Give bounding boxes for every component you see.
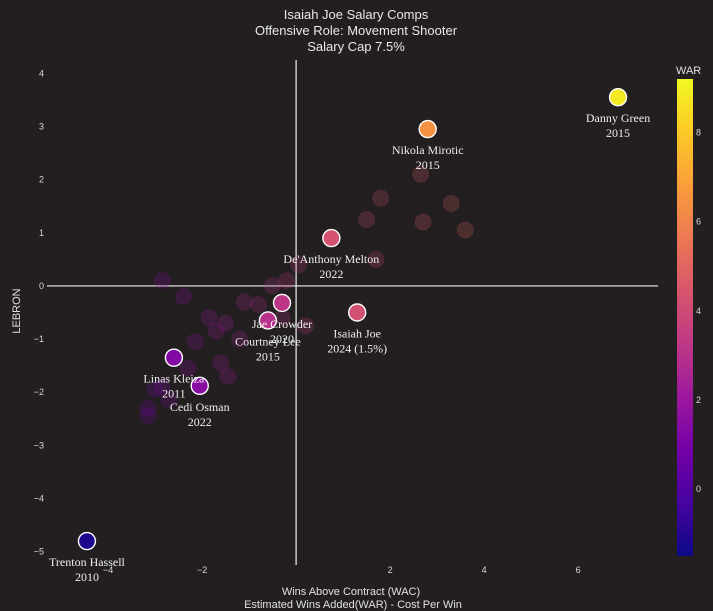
y-tick-label: 3 bbox=[39, 121, 44, 131]
x-tick-label: −2 bbox=[197, 565, 207, 575]
background-point bbox=[414, 213, 432, 231]
background-point bbox=[139, 407, 157, 425]
background-point bbox=[264, 277, 282, 295]
x-tick-label: −4 bbox=[103, 565, 113, 575]
colorbar-ticks: 0 2 4 6 8 bbox=[696, 127, 701, 494]
background-point bbox=[217, 314, 235, 332]
point-label-name: Isaiah Joe bbox=[333, 327, 381, 341]
chart-title-line-2: Offensive Role: Movement Shooter bbox=[255, 23, 458, 38]
background-point bbox=[207, 322, 225, 340]
comp-point[interactable] bbox=[348, 303, 367, 322]
y-tick-label: −2 bbox=[34, 387, 44, 397]
colorbar: WAR 0 2 4 6 8 bbox=[676, 65, 701, 556]
background-point bbox=[160, 391, 178, 409]
x-tick-label: 2 bbox=[388, 565, 393, 575]
colorbar-tick-label: 8 bbox=[696, 127, 701, 137]
y-tick-label: −1 bbox=[34, 334, 44, 344]
point-label-name: Trenton Hassell bbox=[49, 555, 126, 569]
x-axis-title: Wins Above Contract (WAC) Estimated Wins… bbox=[244, 586, 462, 611]
comp-point[interactable] bbox=[258, 311, 278, 330]
background-point bbox=[139, 399, 157, 417]
comp-point[interactable] bbox=[418, 119, 437, 139]
background-point bbox=[358, 210, 376, 228]
background-point bbox=[219, 367, 237, 385]
colorbar-tick-label: 2 bbox=[696, 395, 701, 405]
point-label-year: 2020 bbox=[270, 332, 294, 346]
chart-title-line-3: Salary Cap 7.5% bbox=[307, 39, 405, 54]
y-tick-label: 4 bbox=[39, 68, 44, 78]
point-label-name: Courtney Lee bbox=[235, 334, 301, 348]
x-tick-label: 6 bbox=[576, 565, 581, 575]
point-label-year: 2015 bbox=[416, 158, 440, 172]
comp-point[interactable] bbox=[322, 228, 341, 248]
y-tick-label: −5 bbox=[34, 547, 44, 557]
x-axis-title-line-1: Wins Above Contract (WAC) bbox=[282, 586, 420, 598]
y-tick-label: 1 bbox=[39, 228, 44, 238]
background-point bbox=[235, 293, 253, 311]
background-point bbox=[456, 221, 474, 239]
y-tick-label: −3 bbox=[34, 440, 44, 450]
background-point bbox=[179, 359, 197, 377]
background-point bbox=[250, 296, 267, 314]
point-label-year: 2015 bbox=[606, 126, 630, 140]
y-tick-label: 0 bbox=[39, 281, 44, 291]
chart-title-line-1: Isaiah Joe Salary Comps bbox=[284, 7, 429, 22]
labeled-points bbox=[77, 88, 628, 551]
colorbar-tick-label: 4 bbox=[696, 306, 701, 316]
x-axis-ticks: −4 −2 2 4 6 bbox=[103, 565, 581, 575]
background-points bbox=[139, 165, 474, 425]
background-point bbox=[442, 195, 460, 213]
background-point bbox=[278, 272, 296, 290]
background-point bbox=[231, 330, 249, 348]
x-axis-title-line-2: Estimated Wins Added(WAR) - Cost Per Win bbox=[244, 599, 462, 611]
y-tick-label: 2 bbox=[39, 175, 44, 185]
comp-point[interactable] bbox=[190, 376, 209, 396]
colorbar-tick-label: 0 bbox=[696, 484, 701, 494]
y-axis-title: LEBRON bbox=[11, 288, 23, 333]
background-point bbox=[372, 189, 390, 207]
background-point bbox=[186, 333, 204, 351]
point-label-name: Nikola Mirotic bbox=[392, 143, 464, 157]
background-point bbox=[200, 309, 218, 327]
background-point bbox=[153, 378, 171, 396]
background-point bbox=[146, 381, 164, 399]
point-label-year: 2015 bbox=[256, 349, 280, 363]
background-point bbox=[212, 354, 230, 372]
colorbar-title: WAR bbox=[676, 65, 701, 77]
y-tick-label: −4 bbox=[34, 494, 44, 504]
point-label-year: 2010 bbox=[75, 570, 99, 584]
point-label-name: De'Anthony Melton bbox=[283, 252, 379, 266]
point-label-name: Cedi Osman bbox=[170, 400, 230, 414]
point-label-year: 2024 (1.5%) bbox=[327, 342, 387, 356]
point-label-year: 2022 bbox=[188, 415, 212, 429]
background-point bbox=[297, 317, 314, 335]
point-label-name: Linas Kleiza bbox=[143, 372, 205, 386]
chart-title: Isaiah Joe Salary Comps Offensive Role: … bbox=[255, 7, 458, 54]
comp-point[interactable] bbox=[272, 293, 292, 313]
background-point bbox=[153, 272, 171, 290]
background-point bbox=[289, 256, 307, 274]
point-label-year: 2022 bbox=[319, 267, 343, 281]
colorbar-tick-label: 6 bbox=[696, 217, 701, 227]
comp-point[interactable] bbox=[77, 531, 97, 551]
y-axis-ticks: 4 3 2 1 0 −1 −2 −3 −4 −5 bbox=[34, 68, 44, 556]
background-point bbox=[174, 288, 192, 306]
x-tick-label: 4 bbox=[482, 565, 487, 575]
background-point bbox=[412, 165, 430, 183]
background-point bbox=[367, 250, 385, 268]
comp-point[interactable] bbox=[164, 348, 184, 367]
comp-point[interactable] bbox=[608, 88, 628, 107]
point-label-name: Danny Green bbox=[586, 111, 650, 125]
point-label-name: Jae Crowder bbox=[252, 317, 312, 331]
point-label-year: 2011 bbox=[162, 387, 186, 401]
colorbar-gradient bbox=[677, 79, 693, 556]
